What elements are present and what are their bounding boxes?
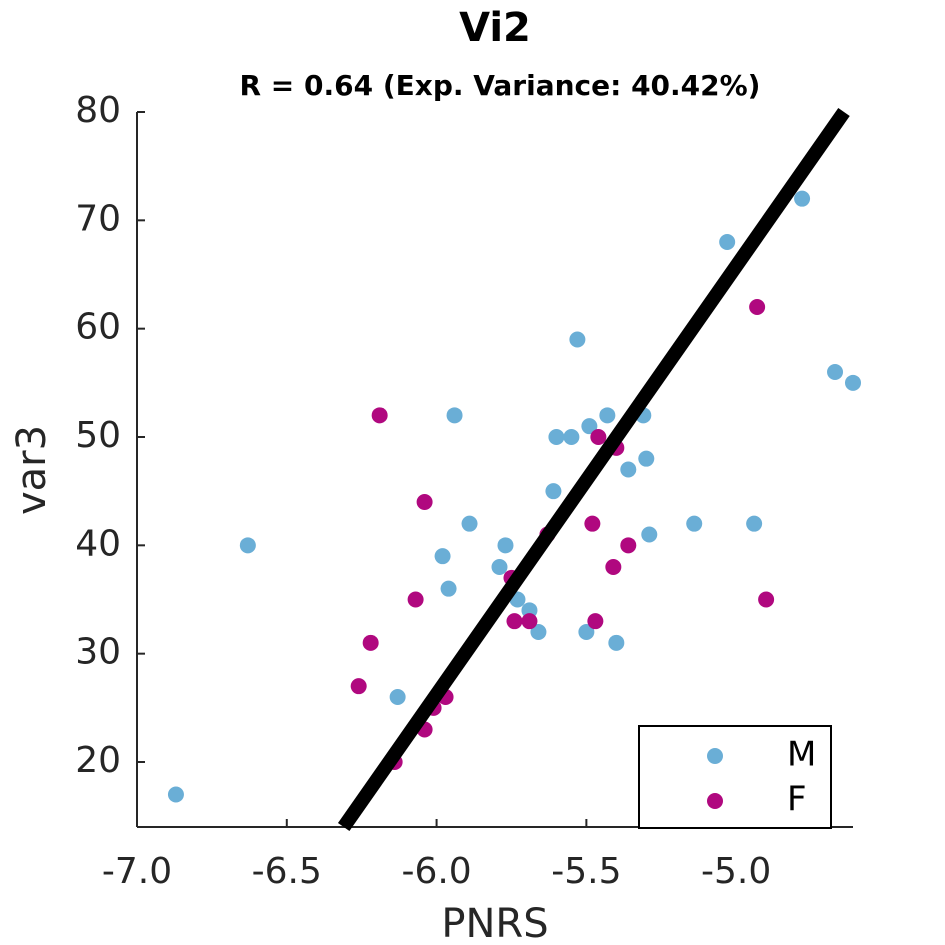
legend-label: M — [787, 735, 816, 775]
point — [599, 407, 616, 424]
point — [608, 634, 625, 651]
x-tick-label: -5.0 — [701, 851, 771, 892]
x-tick-label: -6.5 — [252, 851, 322, 892]
point — [638, 450, 655, 467]
x-tick-label: -6.0 — [401, 851, 471, 892]
point — [686, 515, 703, 532]
point — [389, 689, 406, 705]
point — [545, 483, 562, 500]
y-tick-label: 20 — [75, 740, 121, 781]
x-tick-label: -7.0 — [102, 851, 172, 892]
y-tick-label: 30 — [75, 632, 121, 673]
point — [506, 613, 523, 630]
legend-box — [638, 725, 832, 829]
point — [563, 429, 580, 445]
y-tick-label: 80 — [75, 90, 121, 131]
point — [371, 407, 388, 424]
x-axis-label: PNRS — [441, 901, 548, 945]
point — [548, 429, 565, 445]
point — [578, 624, 595, 640]
point — [416, 494, 433, 510]
point — [719, 234, 736, 250]
y-axis-label: var3 — [9, 425, 55, 515]
point — [620, 537, 637, 554]
chart-subtitle: R = 0.64 (Exp. Variance: 40.42%) — [240, 69, 761, 102]
point — [521, 613, 538, 630]
legend-label: F — [787, 780, 807, 820]
y-tick-label: 60 — [75, 307, 121, 348]
legend-marker — [707, 748, 723, 764]
point — [407, 591, 424, 608]
point — [827, 364, 844, 380]
point — [581, 418, 598, 435]
point — [605, 559, 622, 575]
y-tick-label: 40 — [75, 523, 121, 564]
point — [362, 634, 379, 651]
point — [746, 515, 763, 532]
fit-line — [337, 107, 850, 832]
point — [530, 624, 547, 640]
point — [350, 678, 367, 695]
point — [641, 526, 658, 543]
point — [620, 461, 637, 478]
y-tick-label: 50 — [75, 415, 121, 456]
point — [794, 190, 811, 207]
x-tick-label: -5.5 — [551, 851, 621, 892]
point — [590, 429, 607, 445]
point — [569, 331, 586, 348]
point — [845, 374, 861, 391]
point — [587, 613, 604, 630]
y-tick-label: 70 — [75, 198, 121, 239]
point — [461, 515, 478, 532]
chart-title: Vi2 — [459, 5, 531, 51]
point — [239, 537, 256, 554]
point — [491, 559, 508, 575]
point — [584, 515, 601, 532]
point — [758, 591, 775, 608]
legend-marker — [707, 793, 723, 809]
point — [749, 299, 766, 315]
point — [167, 786, 184, 803]
point — [497, 537, 514, 554]
point — [440, 580, 457, 597]
point — [434, 548, 451, 565]
point — [446, 407, 463, 424]
